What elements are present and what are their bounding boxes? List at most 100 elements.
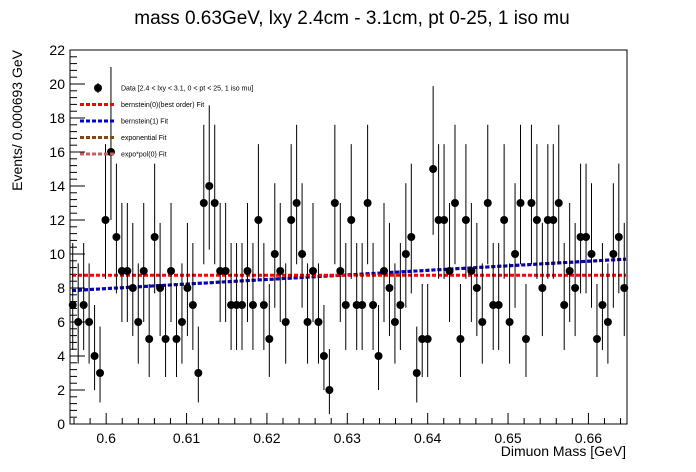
y-tick-label: 22 bbox=[49, 42, 65, 58]
data-point bbox=[139, 267, 148, 275]
data-point bbox=[221, 267, 230, 275]
data-point bbox=[336, 267, 345, 275]
data-point bbox=[571, 284, 580, 292]
data-point bbox=[172, 335, 181, 343]
y-tick-label: 12 bbox=[49, 212, 65, 228]
data-point bbox=[303, 318, 312, 326]
data-point bbox=[74, 318, 83, 326]
legend-label: Data [2.4 < lxy < 3.1, 0 < pt < 25, 1 is… bbox=[121, 86, 253, 93]
data-point bbox=[554, 199, 563, 207]
y-tick-label: 8 bbox=[57, 280, 65, 296]
data-point bbox=[314, 318, 323, 326]
data-point bbox=[363, 199, 372, 207]
legend-label: bernstein(1) Fit bbox=[121, 119, 168, 126]
data-point bbox=[150, 233, 159, 241]
data-point bbox=[445, 267, 454, 275]
data-point bbox=[374, 352, 383, 360]
y-tick-label: 16 bbox=[49, 144, 65, 160]
x-tick-label: 0.64 bbox=[414, 430, 441, 446]
data-point bbox=[592, 335, 601, 343]
data-point bbox=[401, 250, 410, 258]
x-axis-label: Dimuon Mass [GeV] bbox=[501, 443, 626, 459]
data-point bbox=[194, 369, 203, 377]
data-point bbox=[549, 216, 558, 224]
data-point bbox=[112, 233, 121, 241]
data-point bbox=[467, 267, 476, 275]
data-point bbox=[461, 216, 470, 224]
data-point bbox=[347, 216, 356, 224]
data-points bbox=[68, 67, 629, 415]
data-point bbox=[341, 301, 350, 309]
data-point bbox=[587, 250, 596, 258]
legend: Data [2.4 < lxy < 3.1, 0 < pt < 25, 1 is… bbox=[80, 83, 253, 159]
chart-title: mass 0.63GeV, lxy 2.4cm - 3.1cm, pt 0-25… bbox=[134, 8, 569, 29]
x-tick-label: 0.61 bbox=[173, 430, 200, 446]
y-tick-label: 4 bbox=[57, 348, 65, 364]
data-point bbox=[85, 318, 94, 326]
data-point bbox=[494, 301, 503, 309]
data-point bbox=[145, 335, 154, 343]
data-point bbox=[281, 318, 290, 326]
data-point bbox=[210, 199, 219, 207]
data-point bbox=[254, 216, 263, 224]
data-point bbox=[560, 301, 569, 309]
data-point bbox=[505, 318, 514, 326]
y-tick-label: 18 bbox=[49, 110, 65, 126]
data-point bbox=[330, 199, 339, 207]
y-tick-label: 10 bbox=[49, 246, 65, 262]
data-point bbox=[500, 216, 509, 224]
data-point bbox=[238, 301, 247, 309]
data-point bbox=[527, 199, 536, 207]
data-point bbox=[167, 267, 176, 275]
data-point bbox=[456, 335, 465, 343]
data-point bbox=[603, 318, 612, 326]
data-point bbox=[379, 267, 388, 275]
data-point bbox=[265, 335, 274, 343]
data-point bbox=[396, 301, 405, 309]
data-point bbox=[582, 233, 591, 241]
data-point bbox=[614, 233, 623, 241]
data-point bbox=[248, 301, 257, 309]
y-tick-label: 6 bbox=[57, 314, 65, 330]
legend-label: bernstein(0)(best order) Fit bbox=[121, 102, 204, 109]
data-point bbox=[620, 284, 629, 292]
data-point bbox=[96, 369, 105, 377]
legend-marker bbox=[94, 84, 102, 92]
data-point bbox=[385, 284, 394, 292]
data-point bbox=[319, 352, 328, 360]
data-point bbox=[516, 199, 525, 207]
data-point bbox=[423, 335, 432, 343]
legend-label: expo*pol(0) Fit bbox=[121, 152, 167, 159]
data-point bbox=[68, 301, 77, 309]
data-point bbox=[609, 250, 618, 258]
data-point bbox=[309, 267, 318, 275]
data-point bbox=[440, 216, 449, 224]
data-point bbox=[478, 318, 487, 326]
data-point bbox=[298, 250, 307, 258]
data-point bbox=[598, 301, 607, 309]
x-tick-label: 0.62 bbox=[253, 430, 280, 446]
y-tick-label: 0 bbox=[57, 416, 65, 432]
data-point bbox=[412, 369, 421, 377]
data-point bbox=[205, 182, 214, 190]
data-point bbox=[292, 199, 301, 207]
data-point bbox=[407, 233, 416, 241]
data-point bbox=[472, 284, 481, 292]
plot-frame bbox=[69, 49, 628, 425]
data-point bbox=[79, 301, 88, 309]
data-point bbox=[511, 250, 520, 258]
data-point bbox=[101, 216, 110, 224]
data-point bbox=[177, 318, 186, 326]
data-point bbox=[188, 301, 197, 309]
data-point bbox=[358, 301, 367, 309]
data-point bbox=[156, 284, 165, 292]
data-point bbox=[325, 386, 334, 394]
data-point bbox=[123, 267, 132, 275]
data-point bbox=[183, 284, 192, 292]
data-point bbox=[521, 335, 530, 343]
fit-curves bbox=[71, 257, 627, 293]
data-point bbox=[128, 284, 137, 292]
data-point bbox=[270, 250, 279, 258]
y-tick-label: 2 bbox=[57, 382, 65, 398]
